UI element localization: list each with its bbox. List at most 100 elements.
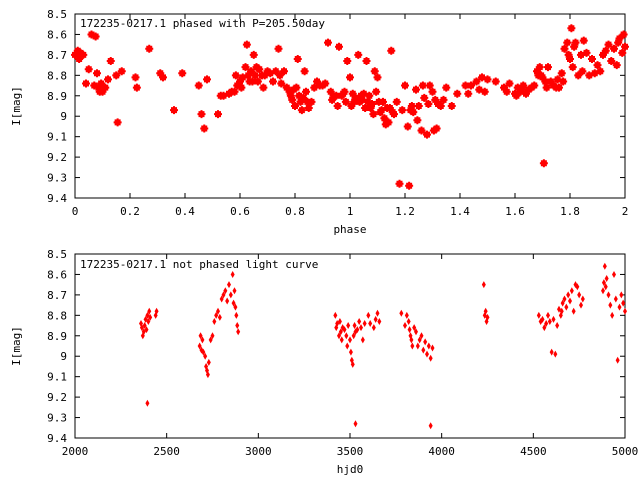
phased-light-curve-panel: 8.58.68.78.88.999.19.29.39.4 0 0.2 0.4 0.6 0… <box>10 8 629 236</box>
y-tick-label: 8.5 <box>47 8 67 21</box>
data-point <box>544 320 549 328</box>
data-point <box>610 44 618 53</box>
data-point <box>392 97 401 106</box>
data-point <box>355 326 360 334</box>
y-tick-label: 8.6 <box>47 28 67 41</box>
data-point <box>112 71 121 80</box>
data-point <box>101 83 110 92</box>
y-tick-label: 9.3 <box>47 412 67 425</box>
data-point <box>551 315 556 323</box>
data-point <box>369 110 378 119</box>
data-point <box>580 295 585 303</box>
data-point <box>321 79 330 88</box>
data-point <box>337 332 341 340</box>
data-point <box>604 275 609 283</box>
y-tick-label: 9.4 <box>47 192 67 205</box>
data-point <box>403 122 412 131</box>
data-point <box>481 281 486 289</box>
data-point <box>338 328 343 336</box>
x-tick-label: 4000 <box>428 445 455 458</box>
data-point <box>387 46 396 55</box>
x-tick-label: 5000 <box>612 445 639 458</box>
x-tick-label: 0.4 <box>175 205 195 218</box>
data-point <box>217 313 222 321</box>
data-point <box>333 311 338 319</box>
data-point <box>569 287 574 295</box>
x-tick-label: 2500 <box>153 445 180 458</box>
data-point <box>417 336 422 344</box>
data-point <box>399 309 404 317</box>
data-point <box>567 24 576 33</box>
data-point <box>414 328 418 336</box>
data-point <box>395 179 404 188</box>
data-point <box>343 57 352 66</box>
data-point <box>113 118 122 127</box>
data-point <box>333 102 342 110</box>
data-point <box>588 54 596 63</box>
data-point <box>302 87 310 96</box>
data-point <box>423 130 431 139</box>
data-point <box>418 81 427 90</box>
data-point <box>304 104 313 113</box>
data-point <box>612 61 621 70</box>
data-point <box>566 291 571 299</box>
data-point <box>201 348 206 356</box>
data-point <box>428 87 437 96</box>
data-point <box>390 110 398 119</box>
data-point <box>237 83 246 92</box>
data-point <box>623 307 627 315</box>
x-tick-label: 2 <box>622 205 629 218</box>
data-point <box>232 287 237 295</box>
data-point <box>227 281 231 289</box>
y-tick-label: 9.1 <box>47 131 67 144</box>
data-point <box>535 63 544 72</box>
data-point <box>425 350 429 358</box>
data-point <box>228 291 233 299</box>
data-point <box>559 307 564 315</box>
data-point <box>559 77 568 86</box>
data-point <box>214 110 222 119</box>
x-tick-label: 0.6 <box>230 205 250 218</box>
data-point <box>197 110 206 119</box>
x-tick-label: 1.2 <box>395 205 415 218</box>
data-points <box>139 262 627 430</box>
y-tick-label: 9.4 <box>47 432 67 445</box>
data-point <box>423 338 428 346</box>
data-point <box>335 42 343 51</box>
data-point <box>372 87 381 96</box>
data-point <box>483 75 492 84</box>
data-point <box>375 309 380 317</box>
data-point <box>200 336 205 344</box>
data-point <box>249 50 258 59</box>
y-axis: 8.5 8.6 8.7 8.8 8.9 9 9.1 9.2 9.3 9.4 <box>47 8 625 205</box>
data-point <box>409 336 414 344</box>
data-point <box>337 317 342 325</box>
data-point <box>216 307 220 315</box>
data-point <box>203 352 208 360</box>
data-point <box>564 303 569 311</box>
data-point <box>198 332 203 340</box>
data-point <box>519 81 528 90</box>
data-point <box>131 73 140 82</box>
x-axis: 2000 2500 3000 3500 4000 4500 5000 <box>62 254 639 458</box>
data-point <box>603 283 608 291</box>
data-point <box>148 313 153 321</box>
data-point <box>405 181 414 190</box>
data-point <box>142 322 147 330</box>
y-tick-label: 9.2 <box>47 151 67 164</box>
data-point <box>339 336 344 344</box>
data-point <box>542 324 547 332</box>
data-point <box>231 299 236 307</box>
data-point <box>530 81 539 90</box>
data-point <box>345 342 350 350</box>
data-point <box>428 354 433 362</box>
data-point <box>147 307 152 315</box>
data-point <box>406 317 411 325</box>
x-tick-label: 1.4 <box>450 205 470 218</box>
data-point <box>432 124 441 133</box>
data-point <box>407 102 416 110</box>
data-point <box>464 89 473 98</box>
data-point <box>398 106 407 115</box>
data-point <box>357 317 362 325</box>
data-point <box>601 279 606 287</box>
